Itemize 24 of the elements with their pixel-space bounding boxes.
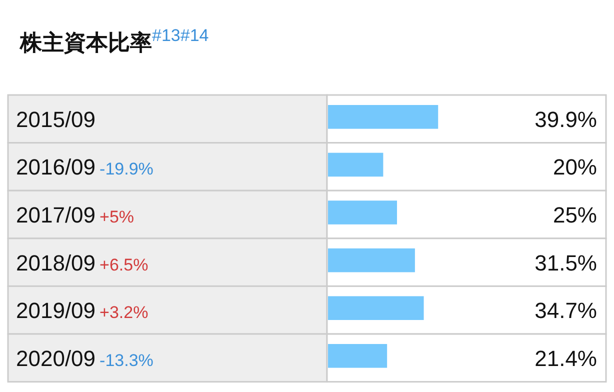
bar [328, 200, 397, 224]
bar [328, 152, 384, 177]
bar [328, 248, 415, 272]
y-tick-label: 2017/09 [16, 202, 96, 228]
data-label: 39.9% [534, 106, 597, 132]
text: 株主資本比率$^{#13#14}$ [19, 26, 209, 55]
y-tick-label: 2020/09 [16, 346, 96, 371]
text: -19.9% [100, 160, 154, 179]
text: -13.3% [100, 350, 154, 370]
data-label: 21.4% [534, 346, 597, 371]
data-label: 25% [552, 202, 597, 228]
y-tick-label: 2016/09 [16, 154, 96, 180]
text: +3.2% [100, 303, 148, 322]
data-label: 20% [552, 154, 597, 180]
bar [328, 344, 388, 368]
y-tick-label: 2015/09 [16, 106, 96, 132]
bar [328, 105, 438, 129]
data-label: 34.7% [534, 298, 597, 324]
text: +5% [100, 208, 134, 226]
y-tick-label: 2019/09 [16, 298, 96, 324]
data-label: 31.5% [534, 250, 597, 276]
bar [328, 296, 424, 320]
y-tick-label: 2018/09 [16, 250, 96, 276]
text: +6.5% [100, 255, 148, 274]
